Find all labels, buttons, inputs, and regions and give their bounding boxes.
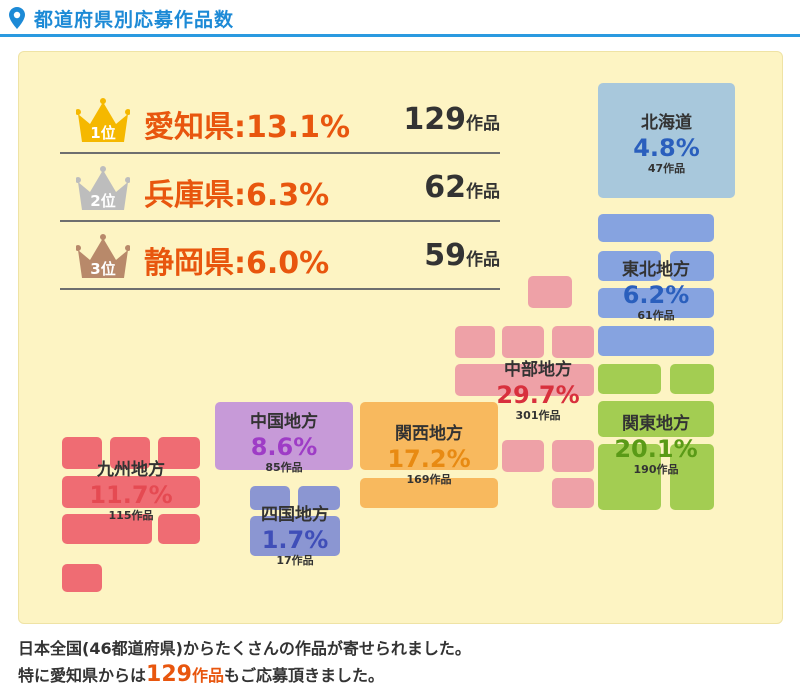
rank-count-number: 59 [424, 238, 466, 273]
region-count: 47作品 [647, 162, 686, 175]
kyushu-block [158, 514, 200, 544]
region-name: 九州地方 [97, 460, 165, 480]
tohoku-block [598, 326, 714, 356]
region-percent: 8.6% [250, 433, 318, 461]
summary-text: 日本全国(46都道府県)からたくさんの作品が寄せられました。 特に愛知県からは1… [18, 636, 471, 689]
region-count: 115作品 [108, 509, 154, 522]
ranking-row-3: 3位 静岡県:6.0% 59作品 [60, 226, 500, 290]
region-name: 中部地方 [504, 360, 572, 380]
kansai-block [360, 402, 498, 470]
gold-crown-icon: 1位 [76, 98, 130, 142]
region-count: 17作品 [276, 554, 314, 567]
rank-count-unit: 作品 [466, 182, 500, 202]
tohoku-block [670, 251, 714, 281]
region-count: 85作品 [265, 461, 303, 474]
summary-highlight-number: 129 [146, 662, 192, 687]
region-percent: 20.1% [614, 435, 698, 463]
rank-divider [60, 220, 500, 222]
shikoku-block [250, 516, 340, 556]
bronze-crown-icon: 3位 [76, 234, 130, 278]
rank-label: 1位 [90, 124, 115, 142]
region-name: 関東地方 [622, 414, 690, 434]
tohoku-block [598, 251, 661, 281]
shikoku-block [250, 486, 290, 510]
region-name: 東北地方 [622, 260, 690, 280]
region-label-chugoku: 中国地方 8.6% 85作品 [215, 411, 353, 475]
header-rule [0, 34, 800, 37]
summary-line-2-post: もご応募頂きました。 [223, 666, 384, 685]
region-percent: 11.7% [89, 481, 173, 509]
kanto-block [598, 401, 714, 437]
region-count: 61作品 [637, 309, 675, 322]
kyushu-block [62, 514, 152, 544]
rank-count: 59作品 [424, 238, 500, 273]
rank-prefecture: 静岡県:6.0% [144, 246, 330, 281]
rank-divider [60, 152, 500, 154]
tohoku-block [598, 288, 714, 318]
chubu-block [455, 326, 495, 358]
rank-divider [60, 288, 500, 290]
tohoku-block [598, 214, 714, 242]
rank-label: 2位 [90, 192, 115, 210]
region-count: 190作品 [633, 463, 679, 476]
region-label-chubu: 中部地方 29.7% 301作品 [468, 359, 608, 423]
kansai-block [360, 478, 498, 508]
rank-label: 3位 [90, 260, 115, 278]
summary-highlight-unit: 作品 [191, 666, 224, 685]
rank-count-unit: 作品 [466, 114, 500, 134]
region-percent: 4.8% [633, 134, 700, 162]
chubu-block [455, 364, 594, 396]
summary-line-1: 日本全国(46都道府県)からたくさんの作品が寄せられました。 [18, 639, 471, 658]
chubu-block [552, 440, 594, 472]
region-count: 301作品 [515, 409, 561, 422]
region-name: 四国地方 [261, 505, 329, 525]
chugoku-block [215, 402, 353, 470]
region-percent: 17.2% [387, 445, 471, 473]
kyushu-block [62, 437, 102, 469]
chubu-block [552, 478, 594, 508]
silver-crown-icon: 2位 [76, 166, 130, 210]
location-pin-icon [9, 7, 25, 29]
chubu-block [552, 326, 594, 358]
rank-count-number: 62 [424, 170, 466, 205]
region-percent: 1.7% [261, 526, 329, 554]
rank-count: 129作品 [403, 102, 500, 137]
region-percent: 29.7% [496, 381, 580, 409]
kyushu-block [110, 437, 150, 469]
rank-count-unit: 作品 [466, 250, 500, 270]
kyushu-block [62, 564, 102, 592]
kanto-block [670, 444, 714, 510]
page-header: 都道府県別応募作品数 [0, 0, 800, 38]
rank-count-number: 129 [403, 102, 466, 137]
kanto-block [598, 364, 661, 394]
kanto-block [598, 444, 661, 510]
rank-prefecture: 愛知県:13.1% [144, 110, 351, 145]
region-name: 関西地方 [395, 424, 463, 444]
page-title: 都道府県別応募作品数 [34, 9, 235, 31]
region-percent: 6.2% [622, 281, 690, 309]
summary-line-2: 特に愛知県からは129作品もご応募頂きました。 [18, 662, 471, 689]
ranking-row-1: 1位 愛知県:13.1% 129作品 [60, 90, 500, 154]
chubu-block [502, 326, 544, 358]
kyushu-block [158, 437, 200, 469]
shikoku-block [298, 486, 340, 510]
ranking-row-2: 2位 兵庫県:6.3% 62作品 [60, 158, 500, 222]
region-label-tohoku: 東北地方 6.2% 61作品 [590, 259, 722, 323]
region-label-hokkaido: 北海道 4.8% 47作品 [598, 112, 735, 176]
chubu-block [528, 276, 572, 308]
rank-count: 62作品 [424, 170, 500, 205]
region-label-kanto: 関東地方 20.1% 190作品 [590, 413, 722, 477]
region-name: 中国地方 [250, 412, 318, 432]
region-name: 北海道 [641, 113, 692, 133]
region-label-kyushu: 九州地方 11.7% 115作品 [62, 459, 200, 523]
hokkaido-block [598, 83, 735, 198]
chubu-block [502, 440, 544, 472]
kanto-block [670, 364, 714, 394]
rank-prefecture: 兵庫県:6.3% [144, 178, 330, 213]
region-count: 169作品 [406, 473, 452, 486]
summary-line-2-pre: 特に愛知県からは [18, 666, 147, 685]
kyushu-block [62, 476, 200, 508]
region-label-shikoku: 四国地方 1.7% 17作品 [230, 504, 360, 568]
region-label-kansai: 関西地方 17.2% 169作品 [360, 423, 498, 487]
